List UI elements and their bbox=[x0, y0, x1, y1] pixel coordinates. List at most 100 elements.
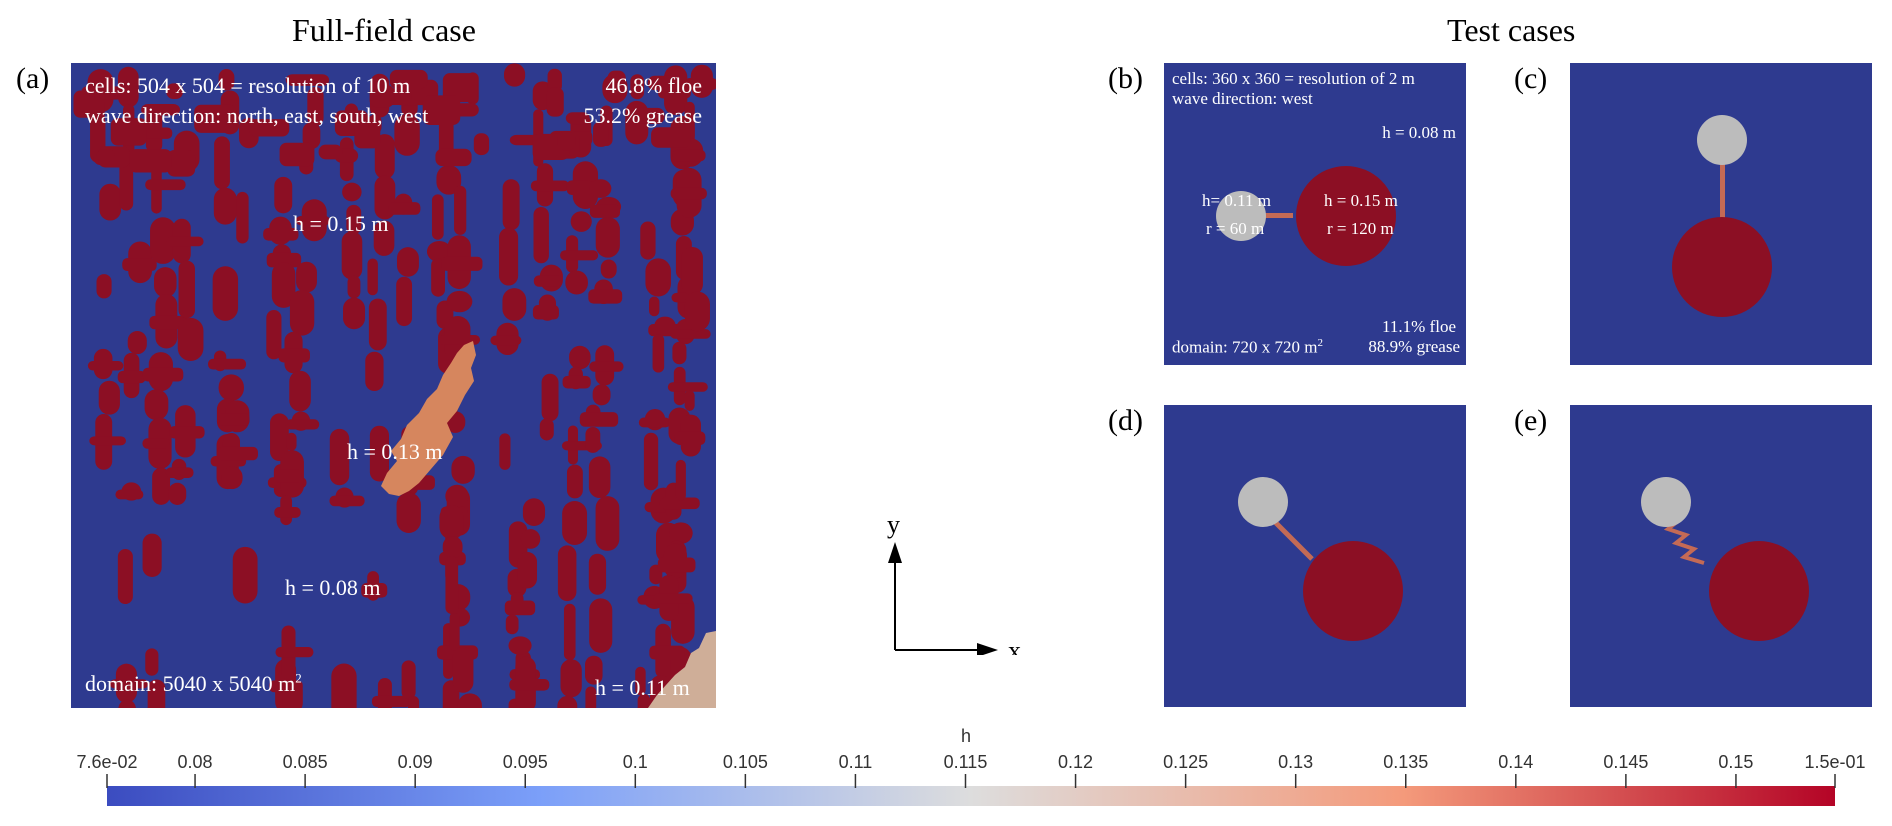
floe-patch bbox=[589, 179, 612, 198]
floe-patch bbox=[346, 204, 362, 235]
floe-patch bbox=[109, 679, 149, 689]
floe-patch bbox=[546, 87, 564, 117]
floe-patch bbox=[672, 149, 706, 162]
floe-patch bbox=[454, 185, 467, 235]
y-arrowhead bbox=[888, 542, 902, 563]
floe-patch bbox=[499, 433, 511, 470]
floe-patch bbox=[388, 202, 421, 215]
large-floe-h: h = 0.15 m bbox=[1324, 191, 1398, 210]
floe-patch bbox=[119, 158, 134, 211]
floe-patch bbox=[396, 492, 421, 533]
floe-patch bbox=[436, 165, 462, 195]
panel-label-e: (e) bbox=[1514, 404, 1548, 437]
floe-patch bbox=[579, 412, 619, 427]
floe-patch bbox=[520, 529, 541, 549]
floe-patch bbox=[631, 107, 665, 124]
floe-patch bbox=[166, 236, 204, 247]
colorbar-tick-label: 1.5e-01 bbox=[1804, 752, 1866, 772]
floe-patch bbox=[643, 432, 659, 491]
floe-patch bbox=[263, 227, 299, 241]
floe-patch bbox=[530, 180, 570, 192]
floe-patch bbox=[289, 370, 311, 412]
floe-patch bbox=[640, 221, 656, 260]
colorbar-tick-label: 0.13 bbox=[1278, 752, 1314, 772]
floe-patch bbox=[218, 374, 244, 401]
colorbar bbox=[106, 774, 1836, 806]
floe-patch bbox=[667, 382, 708, 392]
floe-patch bbox=[659, 497, 700, 510]
colorbar-tick-label: 0.14 bbox=[1498, 752, 1534, 772]
floe-patch bbox=[115, 489, 144, 500]
floe-patch bbox=[275, 647, 314, 658]
small-floe-circle bbox=[1238, 477, 1288, 527]
floe-patch bbox=[169, 426, 205, 439]
floe-patch bbox=[557, 545, 577, 602]
small-floe-circle bbox=[1641, 477, 1691, 527]
floe-patch bbox=[279, 142, 315, 167]
floe-patch bbox=[445, 484, 469, 508]
floe-patch bbox=[502, 288, 527, 321]
floe-patch bbox=[278, 348, 310, 363]
large-floe-circle bbox=[1709, 541, 1809, 641]
colorbar-tick-label: 0.145 bbox=[1603, 752, 1649, 772]
floe-patch bbox=[446, 290, 473, 313]
floe-patch bbox=[285, 74, 330, 86]
floe-patch bbox=[367, 258, 378, 296]
floe-patch bbox=[213, 187, 237, 225]
floe-patch bbox=[562, 501, 588, 545]
domain-size-b: domain: 720 x 720 m2 bbox=[1172, 337, 1323, 357]
colorbar-gradient bbox=[107, 786, 1835, 806]
panel-label-d: (d) bbox=[1108, 404, 1143, 437]
panel-label-b: (b) bbox=[1108, 62, 1143, 95]
floe-patch bbox=[635, 666, 646, 696]
floe-patch bbox=[431, 258, 446, 297]
floe-patch bbox=[389, 69, 428, 89]
floe-patch bbox=[142, 533, 162, 578]
floe-patch bbox=[152, 467, 171, 505]
floe-patch bbox=[669, 522, 693, 544]
floe-patch bbox=[282, 680, 303, 708]
floe-patch bbox=[342, 182, 362, 202]
floe-patch bbox=[504, 600, 536, 616]
floe-patch bbox=[451, 455, 475, 484]
grease-percentage-b: 88.9% grease bbox=[1368, 337, 1460, 356]
floe-patch bbox=[595, 496, 620, 551]
domain-size-label: domain: 5040 x 5040 m2 bbox=[85, 670, 302, 696]
floe-patch bbox=[331, 663, 357, 708]
floe-patch bbox=[168, 482, 187, 505]
full-field-title: Full-field case bbox=[292, 12, 476, 48]
floe-patch bbox=[401, 660, 416, 700]
colorbar-tick-label: 0.11 bbox=[838, 752, 873, 772]
floe-patch bbox=[595, 217, 620, 258]
floe-patch bbox=[212, 266, 239, 321]
test-cases-title: Test cases bbox=[1447, 12, 1576, 48]
floe-patch bbox=[565, 112, 590, 125]
panel-c-test-case bbox=[1570, 63, 1872, 365]
small-floe-circle bbox=[1697, 115, 1747, 165]
small-floe-h: h= 0.11 m bbox=[1202, 191, 1271, 210]
floe-patch bbox=[266, 252, 302, 268]
wave-direction-info: wave direction: north, east, south, west bbox=[85, 103, 429, 128]
floe-patch bbox=[517, 552, 538, 589]
floe-patch bbox=[684, 291, 710, 332]
floe-patch bbox=[653, 593, 693, 604]
floe-patch bbox=[307, 86, 324, 126]
floe-patch bbox=[73, 90, 95, 118]
floe-patch bbox=[166, 83, 183, 100]
panel-c-geometry bbox=[1672, 115, 1772, 317]
floe-patch bbox=[96, 149, 115, 162]
floe-patch bbox=[341, 231, 363, 280]
floe-patch bbox=[563, 603, 576, 661]
floe-patch bbox=[651, 127, 691, 148]
floe-patch bbox=[286, 432, 297, 451]
floe-patch bbox=[490, 335, 522, 346]
colorbar-ticks bbox=[106, 774, 1836, 788]
floe-patch bbox=[248, 119, 290, 137]
floe-patch bbox=[585, 427, 601, 453]
floe-patch bbox=[144, 389, 169, 421]
floe-patch bbox=[566, 464, 583, 499]
h-background-b: h = 0.08 m bbox=[1382, 123, 1456, 142]
floe-patch bbox=[270, 413, 289, 462]
floe-patch bbox=[295, 216, 331, 226]
floe-patch bbox=[649, 296, 660, 317]
